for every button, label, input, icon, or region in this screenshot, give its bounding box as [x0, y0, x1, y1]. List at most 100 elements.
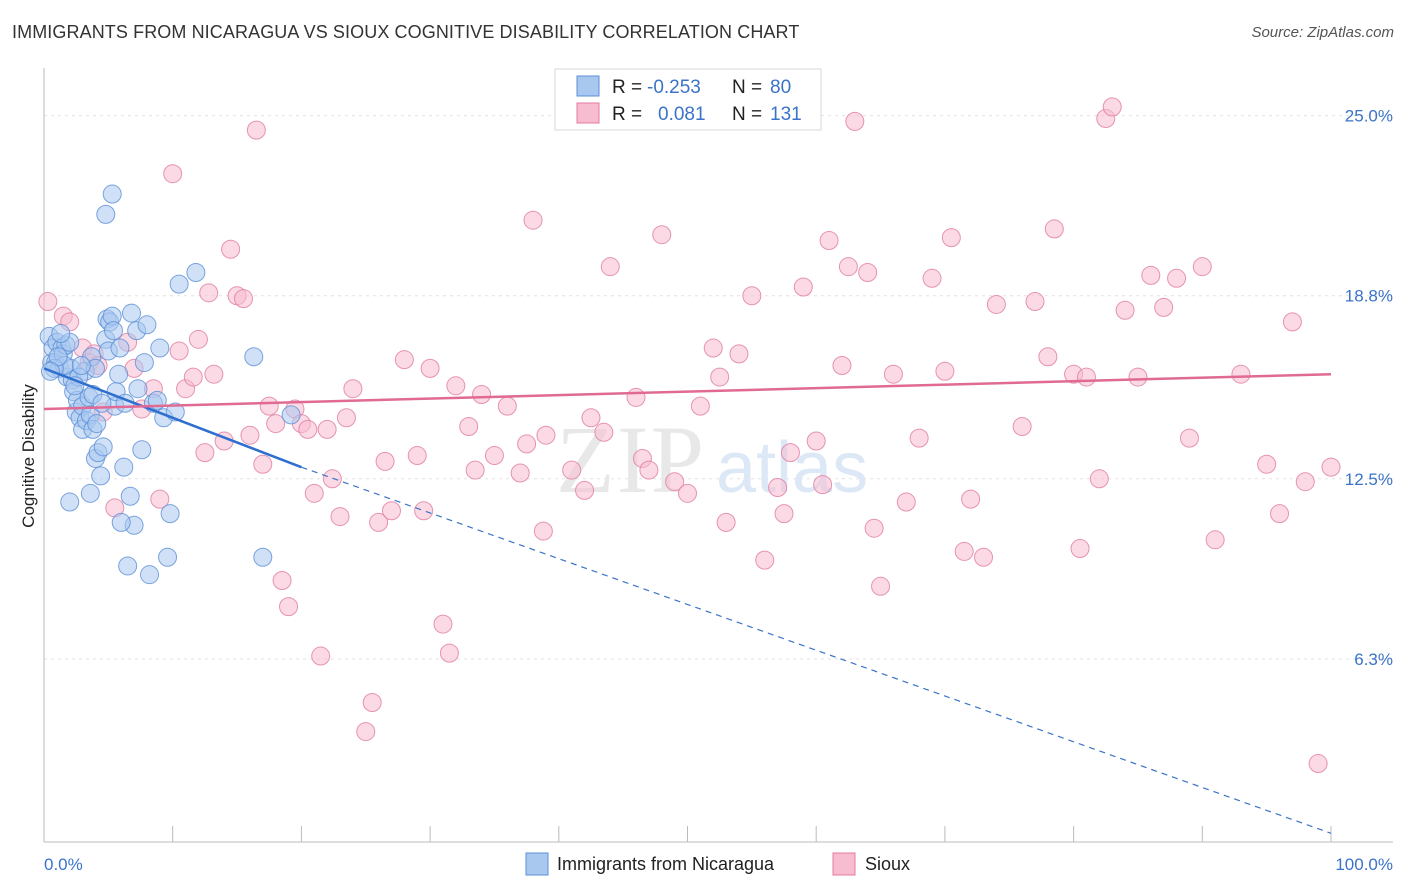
series-nicaragua	[39, 184, 301, 585]
nicaragua-point	[111, 512, 131, 532]
nicaragua-point	[253, 547, 273, 567]
sioux-point	[710, 367, 730, 387]
sioux-point	[279, 597, 299, 617]
sioux-point	[536, 425, 556, 445]
sioux-point	[304, 483, 324, 503]
sioux-point	[221, 239, 241, 259]
nicaragua-point	[160, 504, 180, 524]
sioux-point	[414, 501, 434, 521]
sioux-point	[1089, 469, 1109, 489]
sioux-point	[1076, 367, 1096, 387]
sioux-point	[954, 541, 974, 561]
sioux-point	[793, 277, 813, 297]
watermark: ZIP atlas	[556, 406, 868, 513]
trend-lines	[43, 367, 1332, 834]
nicaragua-point	[281, 405, 301, 425]
sioux-point	[594, 422, 614, 442]
sioux-point	[169, 341, 189, 361]
sioux-point	[381, 501, 401, 521]
sioux-point	[575, 480, 595, 500]
sioux-point	[497, 396, 517, 416]
sioux-point	[369, 512, 389, 532]
sioux-point	[1038, 347, 1058, 367]
sioux-point	[533, 521, 553, 541]
nicaragua-point	[186, 262, 206, 282]
legend-n-value: 80	[770, 77, 791, 98]
sioux-point	[1141, 265, 1161, 285]
nicaragua-point	[51, 324, 71, 344]
watermark-atlas: atlas	[716, 428, 868, 508]
sioux-point	[240, 425, 260, 445]
sioux-point	[446, 376, 466, 396]
sioux-point	[819, 231, 839, 251]
nicaragua-point	[150, 338, 170, 358]
sioux-point	[652, 225, 672, 245]
legend-n-label: N =	[732, 104, 762, 125]
sioux-point	[163, 164, 183, 184]
nicaragua-point	[140, 565, 160, 585]
sioux-point	[974, 547, 994, 567]
nicaragua-point	[109, 364, 129, 384]
sioux-point	[600, 257, 620, 277]
sioux-point	[1102, 97, 1122, 117]
sioux-point	[472, 385, 492, 405]
sioux-point	[941, 228, 961, 248]
nicaragua-point	[118, 556, 138, 576]
sioux-point	[253, 454, 273, 474]
sioux-point	[1321, 457, 1341, 477]
legend-n-value: 131	[770, 104, 802, 125]
sioux-point	[394, 350, 414, 370]
sioux-point	[845, 111, 865, 131]
sioux-point	[439, 643, 459, 663]
sioux-point	[510, 463, 530, 483]
series-sioux	[38, 97, 1341, 774]
chart-title: IMMIGRANTS FROM NICARAGUA VS SIOUX COGNI…	[12, 22, 800, 42]
bottom-legend-label-nicaragua: Immigrants from Nicaragua	[557, 854, 775, 874]
sioux-point	[909, 428, 929, 448]
x-tick-label-max: 100.0%	[1335, 855, 1393, 874]
sioux-point	[317, 419, 337, 439]
sioux-point	[38, 292, 58, 312]
sioux-point	[356, 722, 376, 742]
sioux-point	[1270, 504, 1290, 524]
sioux-point	[922, 268, 942, 288]
nicaragua-point	[71, 355, 91, 375]
sioux-point	[896, 492, 916, 512]
sioux-point	[581, 408, 601, 428]
nicaragua-point	[128, 379, 148, 399]
sioux-trend-line	[43, 372, 1332, 411]
sioux-point	[150, 489, 170, 509]
nicaragua-point	[60, 492, 80, 512]
sioux-point	[484, 446, 504, 466]
y-tick-label: 18.8%	[1345, 287, 1393, 306]
bottom-legend-swatch-sioux	[832, 852, 856, 876]
sioux-point	[883, 364, 903, 384]
sioux-point	[375, 451, 395, 471]
y-tick-label: 6.3%	[1354, 650, 1393, 669]
nicaragua-point	[96, 204, 116, 224]
nicaragua-point	[91, 466, 111, 486]
sioux-point	[266, 414, 286, 434]
sioux-point	[678, 483, 697, 503]
sioux-point	[1070, 539, 1090, 559]
bottom-legend: Immigrants from Nicaragua Sioux	[525, 852, 910, 876]
y-tick-label: 25.0%	[1345, 107, 1393, 126]
sioux-point	[639, 460, 659, 480]
nicaragua-point	[114, 457, 134, 477]
sioux-point	[742, 286, 762, 306]
sioux-point	[768, 478, 788, 498]
sioux-point	[322, 469, 342, 489]
sioux-point	[1179, 428, 1199, 448]
sioux-point	[1257, 454, 1277, 474]
sioux-point	[986, 294, 1006, 314]
bottom-legend-label-sioux: Sioux	[865, 854, 910, 874]
sioux-point	[199, 283, 219, 303]
nicaragua-point	[137, 315, 157, 335]
sioux-point	[1012, 416, 1032, 436]
legend-r-label: R =	[612, 77, 642, 98]
nicaragua-point	[80, 483, 100, 503]
sioux-point	[755, 550, 775, 570]
sioux-point	[935, 361, 955, 381]
sioux-point	[690, 396, 710, 416]
sioux-point	[838, 257, 858, 277]
